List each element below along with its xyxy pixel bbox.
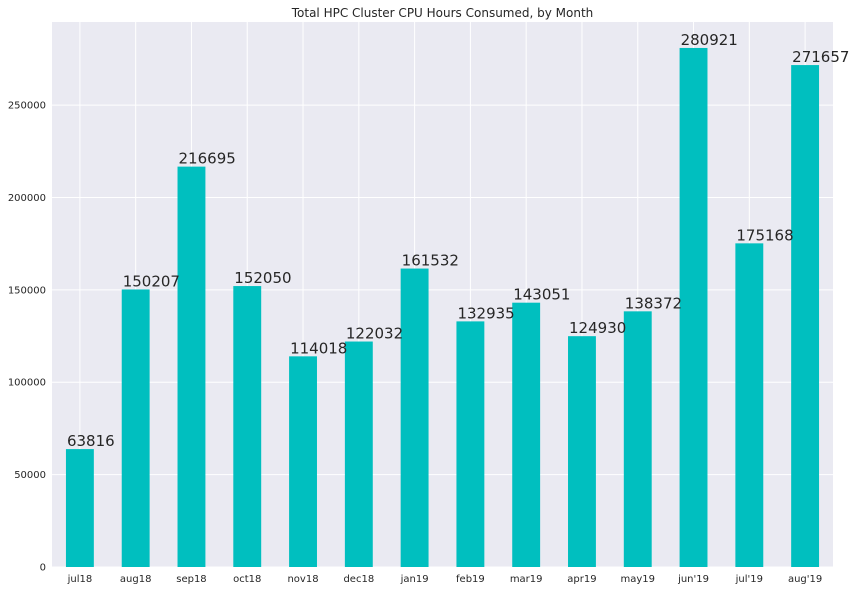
x-tick-label: jul18 [67, 574, 93, 585]
data-label-nov18: 114018 [290, 339, 347, 357]
y-tick-label: 150000 [8, 285, 46, 296]
data-label-aug'19: 271657 [792, 48, 849, 66]
x-tick-label: sep18 [176, 574, 206, 585]
x-tick-label: apr19 [567, 574, 596, 585]
data-label-mar19: 143051 [513, 286, 570, 304]
x-tick-label: may19 [620, 574, 655, 585]
x-tick-label: dec18 [343, 574, 374, 585]
bar-oct18 [233, 286, 262, 567]
x-tick-label: oct18 [233, 574, 261, 585]
y-tick-label: 200000 [8, 193, 46, 204]
x-tick-label: feb19 [456, 574, 485, 585]
y-tick-label: 100000 [8, 378, 46, 389]
x-tick-label: nov18 [287, 574, 318, 585]
data-label-dec18: 122032 [346, 325, 403, 343]
data-label-may19: 138372 [625, 294, 682, 312]
data-label-aug18: 150207 [123, 272, 180, 290]
bar-jan19 [400, 268, 429, 567]
y-tick-label: 50000 [14, 470, 46, 481]
data-label-jun'19: 280921 [681, 31, 738, 49]
y-axis: 0 50000 100000 150000 200000 250000 [8, 101, 46, 574]
data-label-jul18: 63816 [67, 432, 115, 450]
x-axis: jul18 aug18 sep18 oct18 nov18 dec18 jan19 feb19… [67, 574, 823, 585]
bar-aug18 [121, 289, 150, 567]
bar-aug'19 [791, 65, 820, 567]
data-label-jan19: 161532 [402, 252, 459, 270]
data-label-feb19: 132935 [457, 304, 514, 322]
x-tick-label: aug18 [120, 574, 152, 585]
plot-background [52, 22, 833, 567]
bar-dec18 [344, 341, 373, 567]
bar-may19 [623, 311, 652, 567]
x-tick-label: jul'19 [735, 574, 763, 585]
data-label-oct18: 152050 [234, 269, 291, 287]
x-tick-label: aug'19 [788, 574, 822, 585]
bar-jun'19 [679, 47, 708, 568]
bars-layer [65, 47, 820, 568]
bar-nov18 [289, 356, 317, 567]
y-tick-label: 250000 [8, 101, 46, 112]
bar-sep18 [177, 166, 206, 568]
bar-apr19 [568, 336, 596, 567]
bar-mar19 [512, 302, 541, 567]
x-tick-label: mar19 [510, 574, 543, 585]
bar-feb19 [456, 321, 485, 567]
x-tick-label: jun'19 [677, 574, 709, 585]
bar-jul'19 [735, 243, 764, 568]
data-label-apr19: 124930 [569, 319, 626, 337]
bar-jul18 [65, 449, 94, 567]
x-tick-label: jan19 [400, 574, 429, 585]
y-tick-label: 0 [40, 563, 46, 574]
data-label-sep18: 216695 [179, 150, 236, 168]
data-label-jul'19: 175168 [736, 226, 793, 244]
chart-title: Total HPC Cluster CPU Hours Consumed, by… [291, 6, 594, 20]
